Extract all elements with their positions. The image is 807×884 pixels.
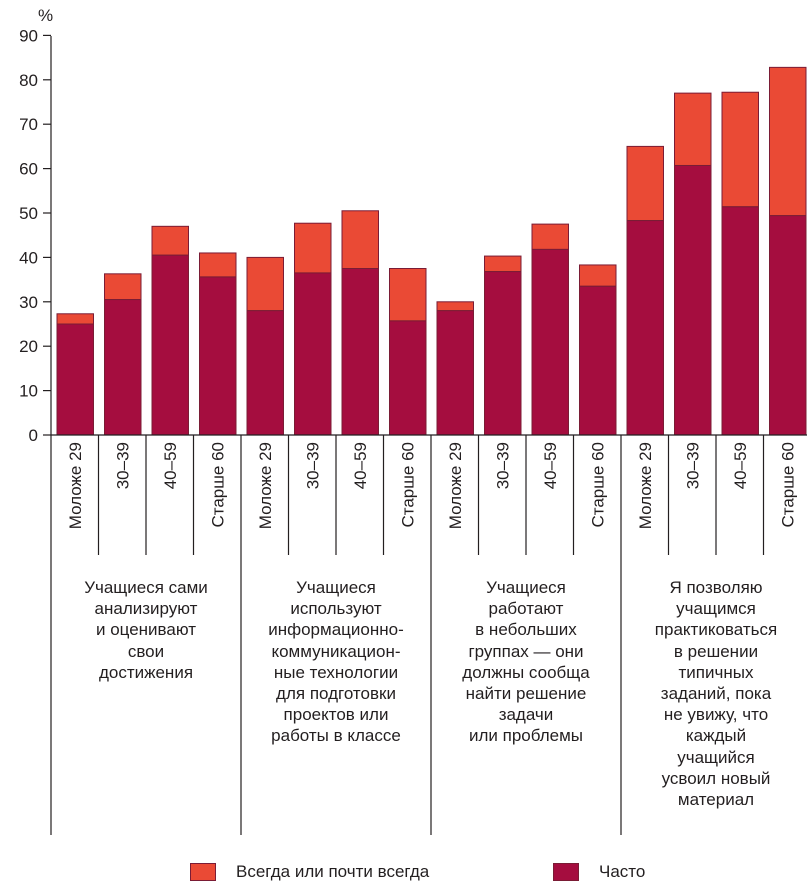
- group-label: Учащиеся используют информационно-коммуник…: [268, 578, 404, 746]
- category-label: Старше 60: [398, 442, 417, 528]
- bar-always: [626, 145, 664, 222]
- category-label: 40–59: [161, 442, 180, 489]
- bar-always: [579, 264, 617, 287]
- bar-often: [769, 215, 807, 436]
- bar-always: [389, 268, 427, 322]
- bar-often: [626, 220, 664, 436]
- y-tick-label: 0: [29, 426, 38, 445]
- bars: [56, 66, 807, 436]
- group-label: Учащиеся работают в небольших группах — они…: [462, 578, 590, 746]
- bar-always: [294, 222, 332, 274]
- category-label: 40–59: [351, 442, 370, 489]
- y-tick-label: 30: [19, 293, 38, 312]
- y-tick-label: 80: [19, 71, 38, 90]
- y-tick-label: 60: [19, 160, 38, 179]
- bar-often: [389, 320, 427, 436]
- category-label: 40–59: [541, 442, 560, 489]
- bar-always: [436, 301, 474, 312]
- bar-often: [579, 285, 617, 436]
- legend-label-often: Часто: [599, 862, 646, 881]
- category-label: Старше 60: [588, 442, 607, 528]
- legend-item-always: Всегда или почти всегда: [190, 862, 429, 882]
- bar-often: [56, 323, 94, 436]
- bar-always: [484, 255, 522, 273]
- category-label: Моложе 29: [636, 442, 655, 529]
- category-label: Моложе 29: [66, 442, 85, 529]
- bar-often: [484, 271, 522, 436]
- legend-swatch-often: [553, 863, 579, 881]
- bar-often: [294, 272, 332, 436]
- category-labels: Моложе 29 30–39 40–59 Старше 60 Моложе 29 30–…: [66, 442, 798, 529]
- category-label: 30–39: [303, 442, 322, 489]
- y-tick-label: 40: [19, 248, 38, 267]
- bar-always: [674, 92, 712, 166]
- y-tick-label: 10: [19, 382, 38, 401]
- bar-always: [56, 313, 94, 325]
- bar-always: [341, 210, 379, 269]
- group-label: Учащиеся сами анализируют и оценивают свои д…: [84, 578, 208, 682]
- category-label: Старше 60: [208, 442, 227, 528]
- category-label: 30–39: [493, 442, 512, 489]
- legend-swatch-always: [190, 863, 216, 881]
- bar-often: [151, 254, 189, 436]
- category-label: 30–39: [683, 442, 702, 489]
- category-label: Моложе 29: [446, 442, 465, 529]
- y-tick-label: 50: [19, 204, 38, 223]
- category-label: 40–59: [731, 442, 750, 489]
- y-tick-label: 70: [19, 115, 38, 134]
- legend-item-often: Часто: [553, 862, 645, 882]
- axes: [50, 36, 807, 835]
- bar-always: [199, 252, 237, 278]
- legend-label-always: Всегда или почти всегда: [236, 862, 430, 881]
- y-axis-unit-label: %: [38, 6, 53, 25]
- bar-always: [246, 256, 284, 312]
- group-label: Я позволяю учащимся практиковаться в решени…: [654, 578, 778, 810]
- bar-often: [721, 206, 759, 436]
- y-axis-ticks: 0 10 20 30 40 50 60 70 80 90: [19, 26, 51, 445]
- bar-often: [531, 248, 569, 436]
- bar-always: [531, 223, 569, 250]
- y-tick-label: 90: [19, 26, 38, 45]
- bar-always: [151, 225, 189, 256]
- category-label: Моложе 29: [256, 442, 275, 529]
- category-label: Старше 60: [778, 442, 797, 528]
- bar-always: [769, 66, 807, 217]
- bar-often: [104, 299, 142, 436]
- bar-often: [436, 310, 474, 436]
- bar-always: [104, 273, 142, 301]
- bar-often: [341, 268, 379, 436]
- category-label: 30–39: [113, 442, 132, 489]
- bar-often: [246, 310, 284, 436]
- bar-often: [674, 164, 712, 436]
- bar-often: [199, 276, 237, 436]
- y-tick-label: 20: [19, 337, 38, 356]
- bar-always: [721, 91, 759, 208]
